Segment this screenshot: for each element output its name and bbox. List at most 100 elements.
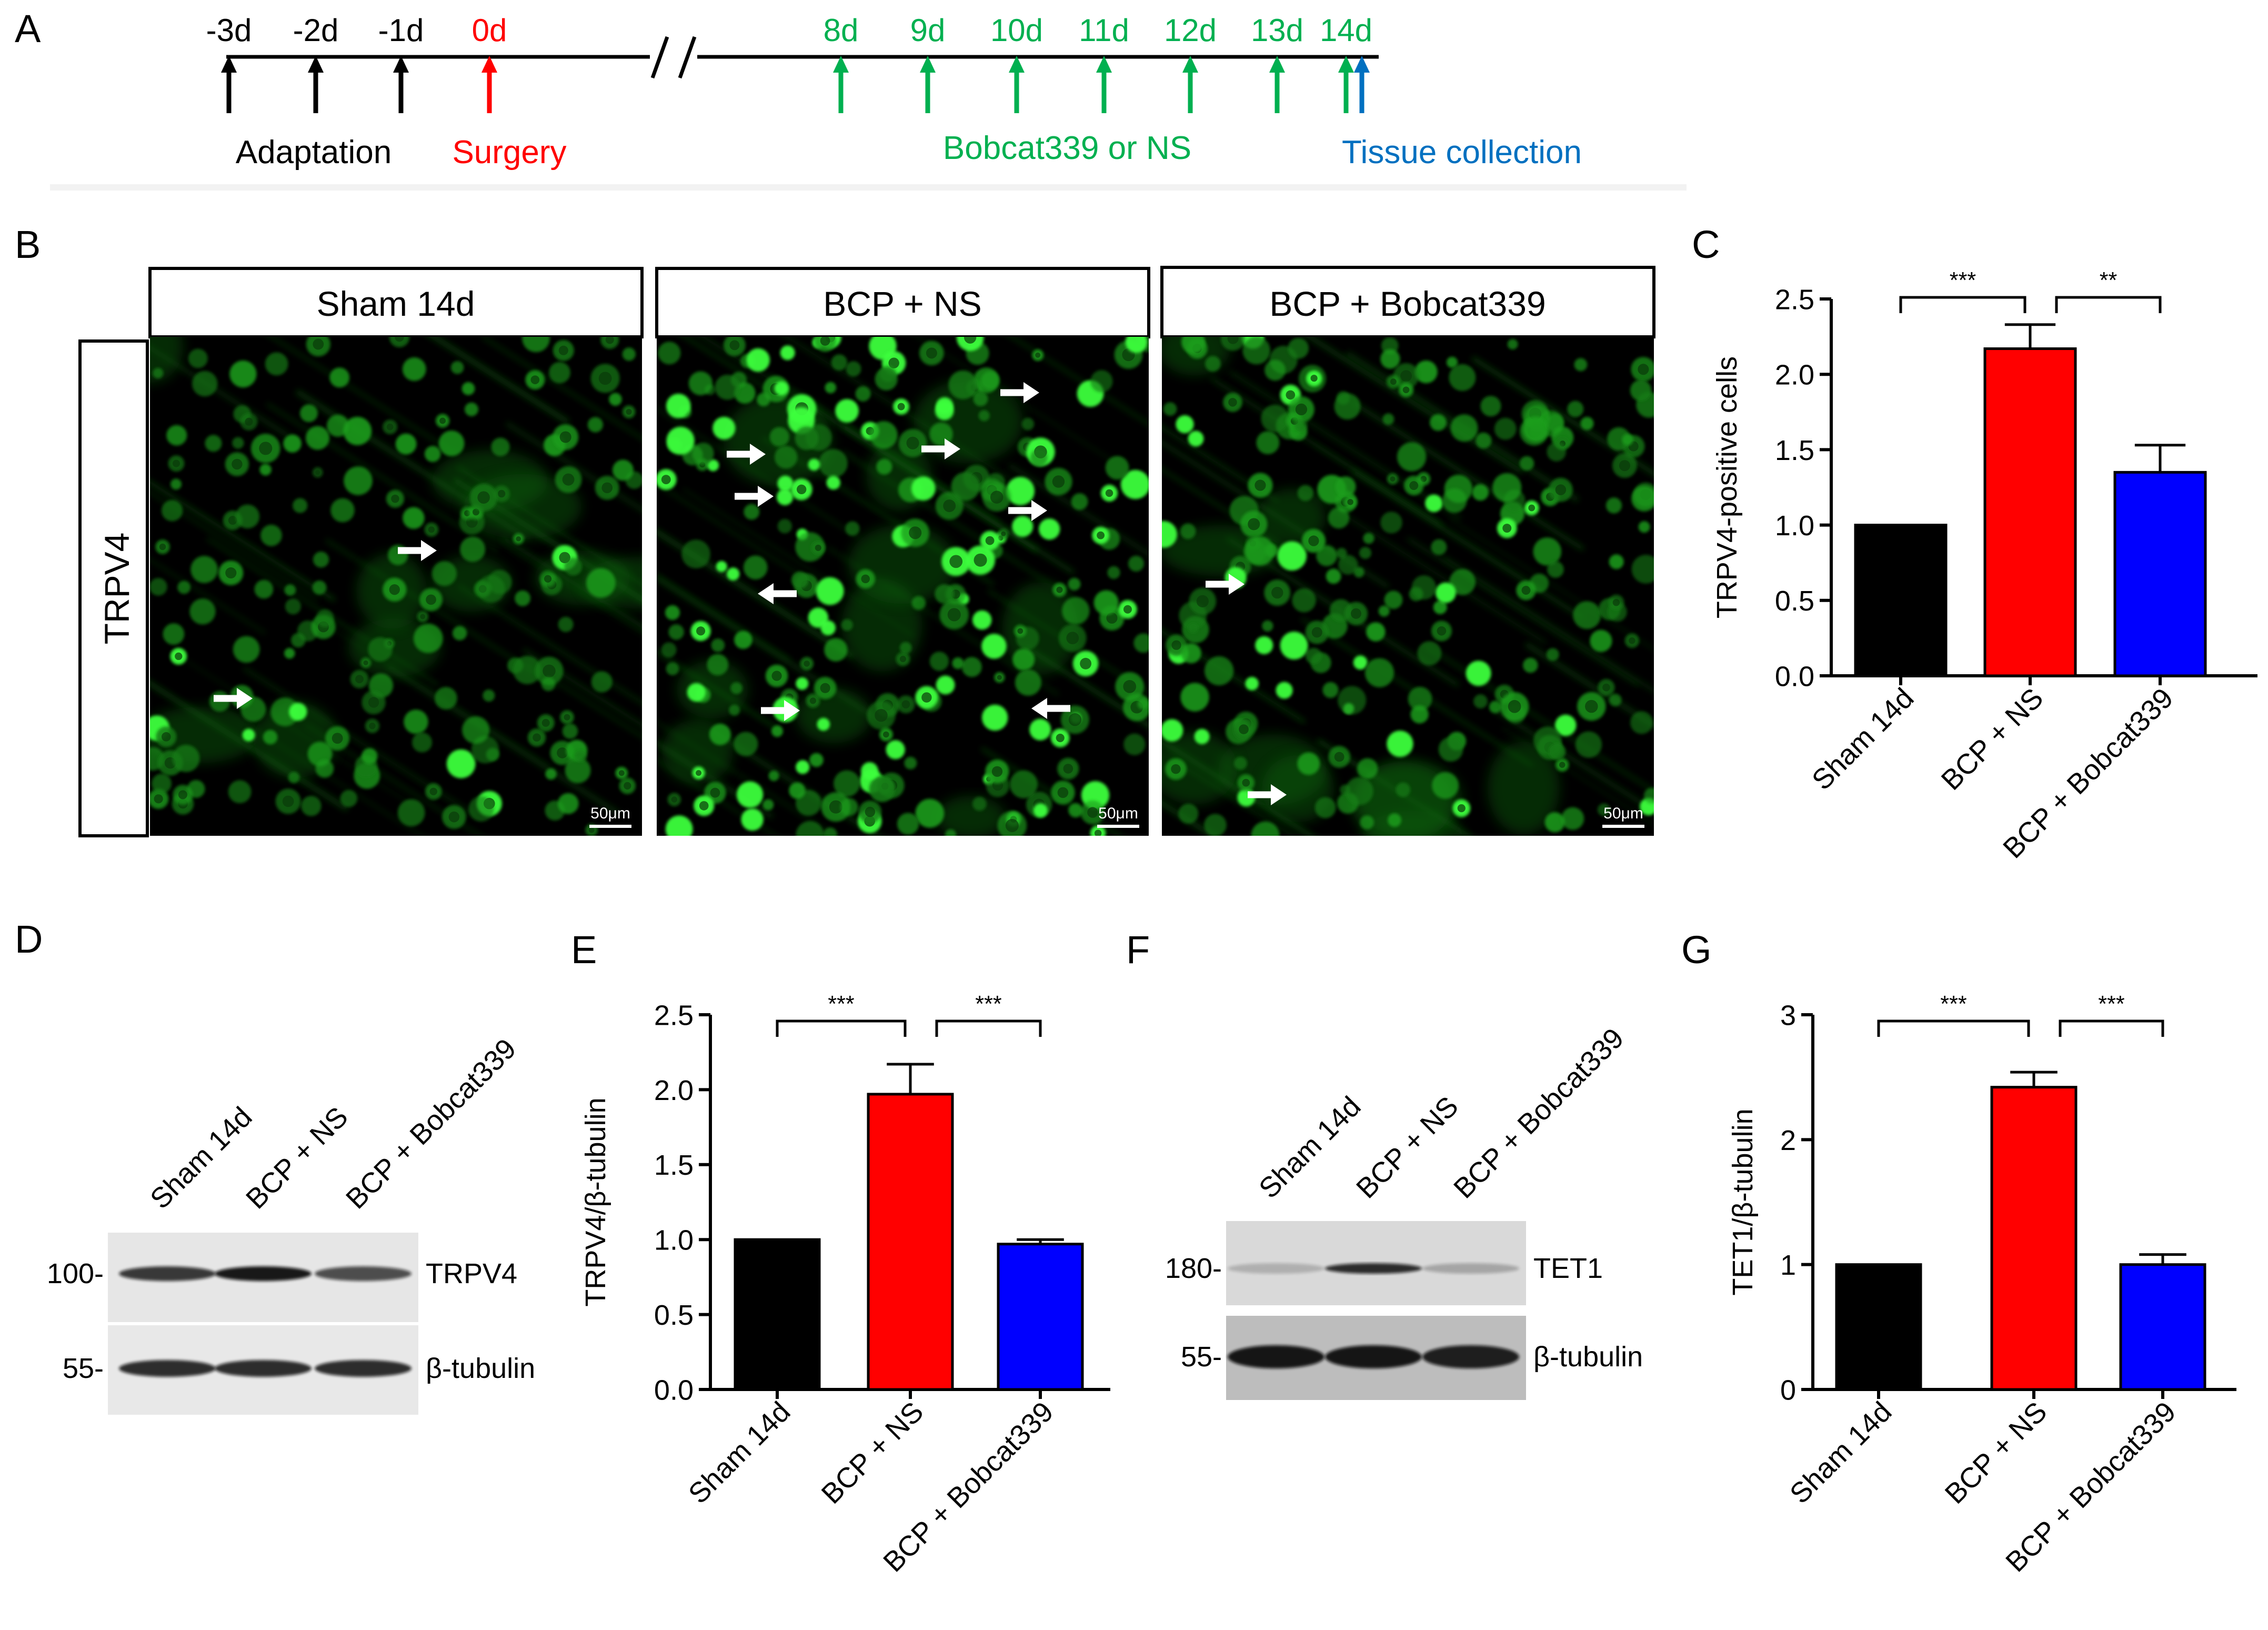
fiber	[525, 661, 642, 738]
cell-nucleus	[699, 801, 709, 811]
cell	[402, 357, 426, 381]
cell	[978, 410, 990, 422]
y-tick-label: 0.5	[1775, 585, 1814, 617]
timeline-break-1	[650, 36, 669, 79]
significance-bracket	[2055, 296, 2162, 313]
cell	[1573, 601, 1601, 629]
cell	[1382, 413, 1394, 425]
cell-nucleus	[899, 655, 906, 663]
cell	[666, 426, 695, 455]
cell	[956, 337, 984, 351]
significance-label: ***	[1940, 992, 1967, 1017]
cell	[1061, 597, 1090, 625]
x-tick-label: Sham 14d	[1784, 1396, 1898, 1509]
cell	[1255, 636, 1273, 655]
cell	[491, 437, 510, 456]
cell	[1251, 821, 1280, 836]
cell-nucleus	[710, 787, 720, 798]
cell-nucleus	[232, 458, 243, 470]
fiber	[150, 491, 319, 601]
cell-nucleus	[395, 337, 404, 342]
cell	[711, 638, 725, 652]
cell	[515, 590, 531, 606]
cell	[796, 821, 825, 836]
panel-label-f: F	[1126, 928, 1150, 972]
cell-nucleus	[985, 536, 995, 545]
cell	[816, 577, 844, 605]
cell	[1265, 359, 1286, 381]
scale-bar-label: 50μm	[1098, 805, 1138, 822]
cell-nucleus	[332, 733, 343, 744]
cell	[368, 637, 393, 662]
blot-band	[215, 1360, 312, 1377]
y-axis-label: TRPV4-positive cells	[1711, 356, 1743, 618]
timeline-arrow-head-collection	[1354, 56, 1370, 73]
cell	[841, 619, 853, 631]
cell-nucleus	[558, 345, 568, 355]
cell	[1305, 647, 1322, 664]
cell	[1449, 364, 1476, 391]
cell-nucleus	[1555, 484, 1567, 495]
cell	[1533, 537, 1562, 566]
cell	[875, 367, 898, 391]
cell-nucleus	[901, 700, 910, 708]
blot-band	[1228, 1263, 1324, 1274]
blot-band	[1422, 1345, 1519, 1368]
cell	[1435, 582, 1456, 603]
cell	[1384, 591, 1403, 609]
cell	[1364, 658, 1394, 687]
cell-nucleus	[473, 508, 479, 516]
cell	[1630, 379, 1652, 402]
cell	[819, 449, 848, 478]
cell	[1561, 807, 1584, 830]
cell	[586, 568, 616, 598]
fiber	[1210, 376, 1444, 528]
panel-label-e: E	[571, 928, 597, 972]
cell	[1335, 476, 1356, 497]
cell	[768, 771, 779, 782]
cell	[945, 829, 957, 836]
label-treatment: Bobcat339 or NS	[943, 130, 1191, 166]
cell	[1133, 633, 1149, 653]
cell	[981, 371, 1000, 389]
cell	[1429, 414, 1447, 431]
cell	[1245, 536, 1275, 566]
cell	[1033, 803, 1048, 818]
cell	[869, 776, 895, 802]
panel-b: B TRPV4 Sham 14d 50μm BCP + NS 50μm BCP …	[15, 223, 1655, 837]
cell	[1280, 632, 1308, 660]
cell	[190, 556, 218, 583]
timeline-day-label: 13d	[1251, 13, 1303, 48]
cell-nucleus	[391, 494, 399, 503]
micrograph-title-box	[148, 267, 644, 338]
cell-nucleus	[355, 675, 364, 684]
cell	[1188, 623, 1199, 634]
cell-nucleus	[541, 719, 550, 727]
cell	[1408, 686, 1432, 711]
cell	[541, 677, 556, 692]
timeline-day-label: 0d	[472, 13, 507, 48]
cell	[899, 642, 912, 654]
cell	[461, 382, 475, 395]
cell	[1630, 711, 1653, 734]
y-tick-label: 1.0	[1775, 510, 1814, 542]
cell-nucleus	[809, 697, 817, 704]
timeline-arrow-head	[833, 56, 849, 73]
tissue-cluster	[1351, 762, 1452, 836]
cell	[460, 536, 486, 562]
cell	[1432, 772, 1459, 799]
timeline-arrow-head	[481, 56, 497, 73]
cell	[771, 725, 784, 737]
fiber	[657, 528, 855, 659]
cell	[1316, 545, 1337, 566]
cell-nucleus	[439, 417, 446, 424]
y-tick-label: 3	[1780, 999, 1796, 1031]
bar	[2119, 1263, 2206, 1391]
cell	[972, 610, 992, 630]
cell	[1605, 497, 1622, 514]
cell	[716, 561, 727, 572]
cell-nucleus	[1094, 829, 1102, 836]
cell	[1353, 655, 1368, 670]
indicator-arrow-head	[758, 583, 774, 604]
cell	[1494, 417, 1517, 440]
